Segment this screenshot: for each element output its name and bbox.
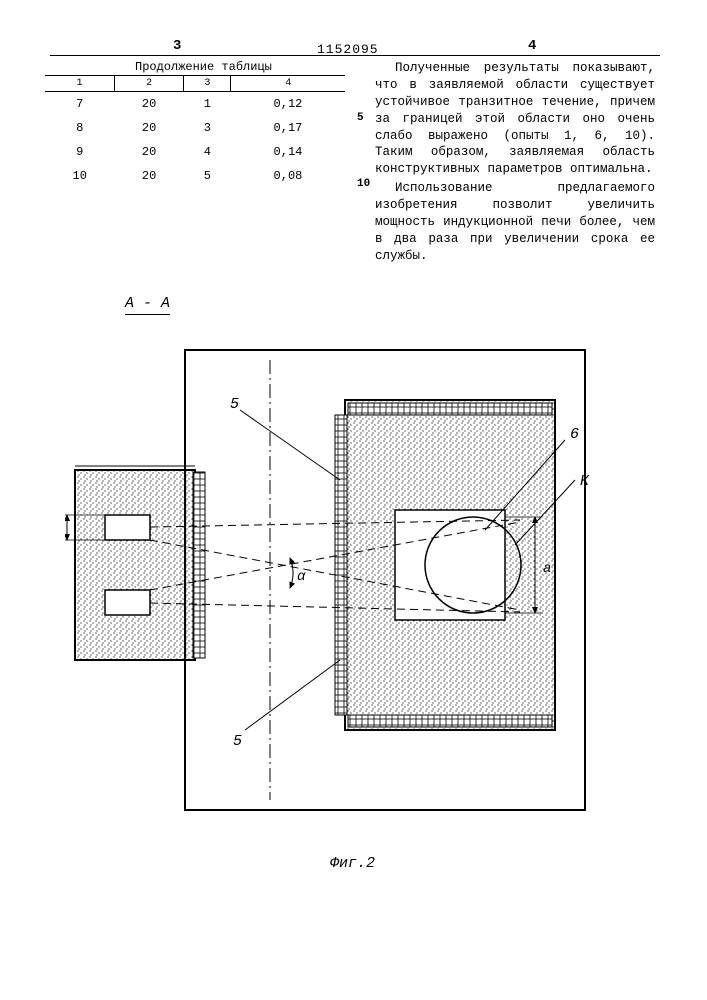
table-cell: 7 <box>45 92 114 117</box>
paragraph: Полученные результаты показывают, что в … <box>375 60 655 178</box>
body-text: Полученные результаты показывают, что в … <box>375 60 655 267</box>
table-cell: 0,14 <box>231 140 345 164</box>
table-row: 7 20 1 0,12 <box>45 92 345 117</box>
table-cell: 9 <box>45 140 114 164</box>
figure-label-K: К <box>580 473 590 490</box>
table-cell: 0,08 <box>231 164 345 188</box>
figure-label-5: 5 <box>230 396 239 413</box>
table-cell: 1 <box>184 92 231 117</box>
table-cell: 4 <box>184 140 231 164</box>
line-number: 10 <box>357 178 370 190</box>
table-header: 3 <box>184 76 231 92</box>
figure-label-5: 5 <box>233 733 242 750</box>
table-cell: 20 <box>114 116 183 140</box>
table-cell: 3 <box>184 116 231 140</box>
table-row: 10 20 5 0,08 <box>45 164 345 188</box>
table-header-row: 1 2 3 4 <box>45 76 345 92</box>
figure-label-a: a <box>543 561 551 577</box>
table-cell: 0,12 <box>231 92 345 117</box>
table-cell: 20 <box>114 164 183 188</box>
figure-caption: Фиг.2 <box>330 855 375 872</box>
top-rule <box>50 55 660 56</box>
table-header: 2 <box>114 76 183 92</box>
table-cell: 5 <box>184 164 231 188</box>
table-cell: 20 <box>114 140 183 164</box>
table-cell: 20 <box>114 92 183 117</box>
table-header: 1 <box>45 76 114 92</box>
paragraph: Использование предлагаемого изобретения … <box>375 180 655 264</box>
table-cell: 8 <box>45 116 114 140</box>
figure-diagram: 5 5 6 К a b α <box>65 290 625 850</box>
table-caption: Продолжение таблицы <box>135 60 272 74</box>
figure-label-6: 6 <box>570 426 579 443</box>
table-header: 4 <box>231 76 345 92</box>
data-table: 1 2 3 4 7 20 1 0,12 8 20 3 0,17 9 20 <box>45 75 345 188</box>
figure-label-alpha: α <box>297 569 306 585</box>
figure-label-b: b <box>65 532 67 540</box>
line-number: 5 <box>357 112 364 124</box>
table-cell: 0,17 <box>231 116 345 140</box>
page-number-right: 4 <box>528 38 536 54</box>
table-row: 9 20 4 0,14 <box>45 140 345 164</box>
table-row: 8 20 3 0,17 <box>45 116 345 140</box>
page-number-left: 3 <box>173 38 181 54</box>
table-cell: 10 <box>45 164 114 188</box>
